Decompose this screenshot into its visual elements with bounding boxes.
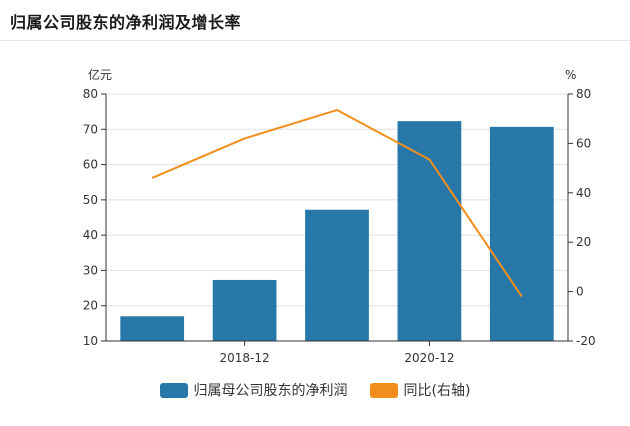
bar-series	[120, 121, 554, 342]
legend-label-yoy: 同比(右轴)	[403, 383, 471, 399]
legend-item-yoy[interactable]: 同比(右轴)	[369, 380, 471, 400]
right-tick-label: 0	[576, 285, 584, 299]
bar	[489, 126, 554, 342]
left-tick-label: 40	[83, 228, 98, 242]
x-tick-label: 2018-12	[220, 351, 270, 365]
right-tick-label: 80	[576, 87, 591, 101]
left-tick-label: 80	[83, 87, 98, 101]
right-tick-label: -20	[576, 334, 596, 348]
left-tick-label: 20	[83, 299, 98, 313]
bar	[212, 279, 277, 341]
bar	[305, 209, 369, 341]
right-axis-unit: %	[565, 68, 576, 82]
left-tick-label: 50	[83, 193, 98, 207]
legend-swatch-yoy	[369, 382, 398, 398]
legend-label-profit: 归属母公司股东的净利润	[193, 383, 348, 399]
x-tick-label: 2020-12	[404, 351, 454, 365]
axes: 10 20 30 40 50 60 70 80 -20 0 20 40 60 80 2018-12 2020-…	[83, 87, 596, 365]
left-tick-label: 60	[83, 158, 98, 172]
yoy-line	[151, 109, 523, 298]
left-tick-label: 30	[83, 263, 98, 277]
title-divider	[0, 40, 630, 41]
legend: 归属母公司股东的净利润 同比(右轴)	[0, 380, 630, 400]
left-axis-unit: 亿元	[88, 67, 112, 82]
legend-item-profit[interactable]: 归属母公司股东的净利润	[159, 380, 348, 400]
right-tick-label: 40	[576, 186, 591, 200]
legend-swatch-profit	[159, 382, 188, 398]
line-series	[151, 109, 523, 298]
bar	[397, 121, 462, 341]
left-tick-label: 10	[83, 334, 98, 348]
panel-title: 归属公司股东的净利润及增长率	[10, 13, 242, 32]
bar	[120, 316, 185, 341]
right-tick-label: 20	[576, 235, 591, 249]
left-tick-label: 70	[83, 122, 98, 136]
right-tick-label: 60	[576, 136, 591, 150]
